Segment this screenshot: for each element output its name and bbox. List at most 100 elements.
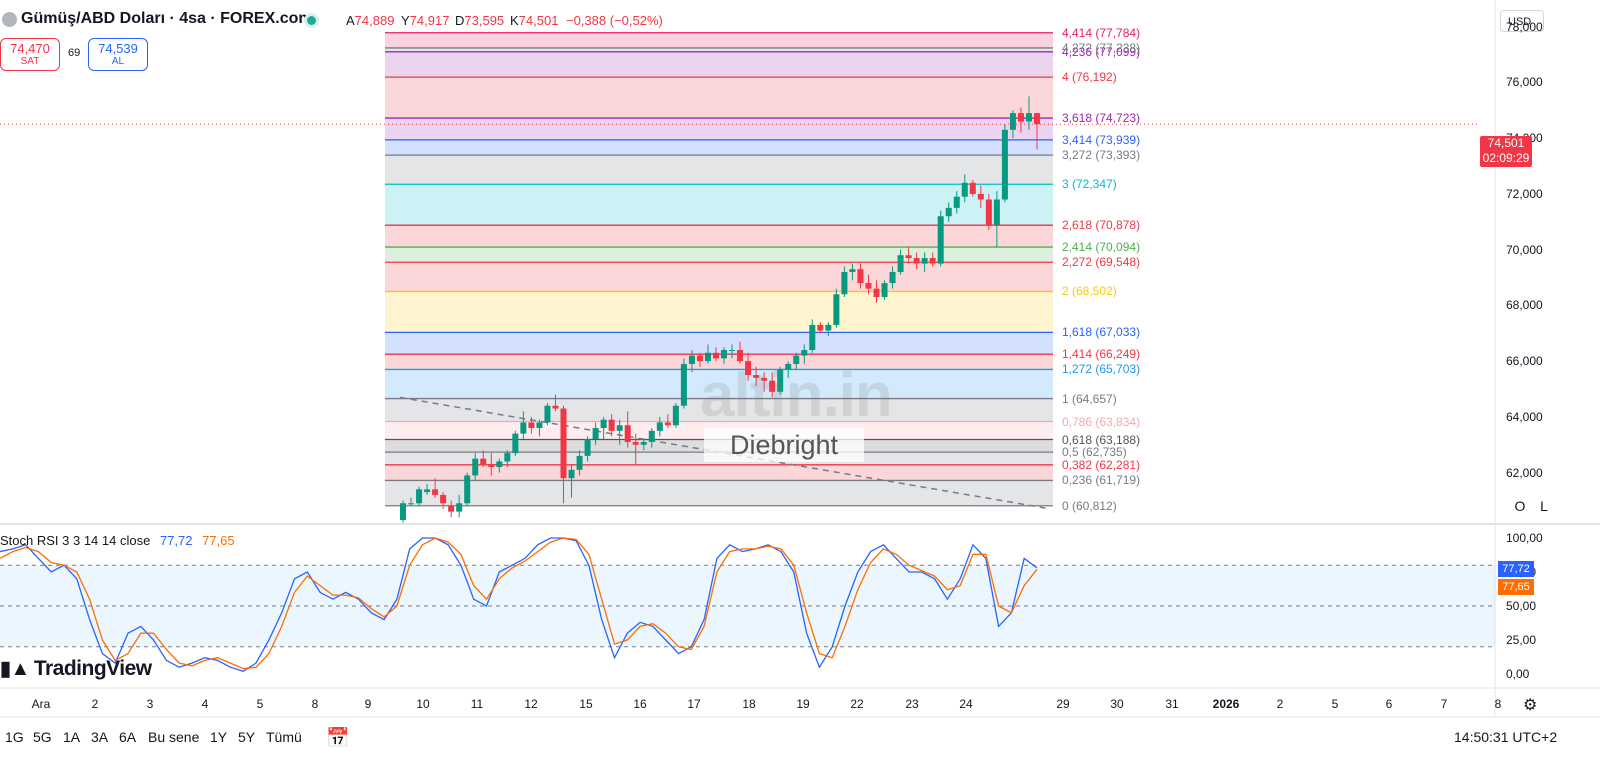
stoch-rsi-k-line <box>0 537 1038 673</box>
timeframe-button[interactable]: Tümü <box>266 729 302 745</box>
fib-level-label: 0 (60,812) <box>1062 498 1117 513</box>
timeframe-button[interactable]: 6A <box>119 729 137 745</box>
candle-body <box>592 428 599 440</box>
candle-body <box>969 182 976 194</box>
candle-body <box>632 441 639 445</box>
candle-body <box>1017 113 1024 122</box>
candle-body <box>496 461 503 468</box>
candle-body <box>712 352 719 359</box>
price-axis-tick: 68,000 <box>1506 298 1543 313</box>
candle-body <box>416 489 423 504</box>
fib-level-label: 1 (64,657) <box>1062 391 1117 406</box>
fib-zone <box>385 118 1053 140</box>
candle-body <box>889 271 896 284</box>
time-axis-tick: 29 <box>1056 697 1070 711</box>
candle-body <box>945 207 952 217</box>
candle-body <box>721 350 728 359</box>
candle-body <box>809 324 816 350</box>
fib-level-label: 1,618 (67,033) <box>1062 325 1141 340</box>
price-axis-tick: 76,000 <box>1506 75 1543 90</box>
symbol-title[interactable]: Gümüş/ABD Doları · 4sa · FOREX.com <box>21 10 313 27</box>
candle-body <box>400 503 406 520</box>
candle-body <box>536 422 543 429</box>
sell-button[interactable]: 74,470 SAT <box>0 38 60 71</box>
candle-body <box>664 422 671 426</box>
settings-gear-icon[interactable]: ⚙ <box>1523 697 1538 714</box>
fib-level-label: 3 (72,347) <box>1062 177 1117 192</box>
fib-level-label: 0,5 (62,735) <box>1062 445 1127 460</box>
current-price-badge: 74,501 02:09:29 <box>1480 136 1532 167</box>
candle-body <box>616 425 623 431</box>
timeframe-button[interactable]: 1A <box>63 729 81 745</box>
candle-body <box>881 283 888 298</box>
time-axis-tick: 17 <box>687 697 701 711</box>
fib-level-label: 4,236 (77,099) <box>1062 44 1141 59</box>
fib-zone <box>385 398 1053 422</box>
candle-body <box>600 419 607 429</box>
timeframe-button[interactable]: 5Y <box>238 729 256 745</box>
buy-button[interactable]: 74,539 AL <box>88 38 148 71</box>
candle-body <box>448 506 455 512</box>
candle-body <box>568 469 575 479</box>
spread-value: 69 <box>68 47 81 59</box>
market-status-icon <box>307 16 316 25</box>
symbol-icon <box>2 12 17 27</box>
time-axis-tick: 4 <box>201 697 209 711</box>
fib-level-label: 1,414 (66,249) <box>1062 347 1141 362</box>
clock-time[interactable]: 14:50:31 UTC+2 <box>1454 729 1558 745</box>
timeframe-button[interactable]: 1G <box>5 729 24 745</box>
candle-body <box>849 269 856 272</box>
candle-body <box>961 182 968 197</box>
fib-zone <box>385 291 1053 333</box>
candle-body <box>608 419 615 431</box>
candle-body <box>696 355 703 362</box>
stoch-rsi-tick: 100,00 <box>1506 531 1543 545</box>
time-axis-tick: 9 <box>364 697 372 711</box>
tradingview-logo-icon: ▮▲ <box>0 658 30 680</box>
stoch-rsi-d-value: 77,65 <box>202 533 235 548</box>
stoch-rsi-k-value: 77,72 <box>159 533 193 548</box>
fib-level-label: 2,618 (70,878) <box>1062 218 1141 233</box>
ohlc-low: D73,595 <box>455 13 505 28</box>
timeframe-button[interactable]: 1Y <box>210 729 228 745</box>
fib-level-label: 3,272 (73,393) <box>1062 148 1141 163</box>
candle-body <box>729 350 736 351</box>
candle-body <box>953 196 960 208</box>
candle-body <box>801 350 808 356</box>
candle-body <box>761 377 768 381</box>
time-axis-tick: 18 <box>742 697 756 711</box>
lock-scale-button[interactable]: L <box>1540 498 1548 514</box>
time-axis-tick: 15 <box>579 697 593 711</box>
candle-body <box>857 269 864 284</box>
candle-body <box>785 363 792 370</box>
candle-body <box>576 455 583 470</box>
candle-body <box>825 324 832 331</box>
fib-zone <box>385 155 1053 185</box>
stoch-rsi-legend[interactable]: Stoch RSI 3 3 14 14 close 77,72 77,65 <box>0 533 235 548</box>
timeframe-button[interactable]: Bu sene <box>148 729 200 745</box>
fib-level-label: 2 (68,502) <box>1062 284 1117 299</box>
currency-select[interactable]: USD <box>1500 10 1544 32</box>
candle-body <box>737 350 744 362</box>
fib-zone <box>385 464 1053 481</box>
tradingview-logo[interactable]: ▮▲ TradingView <box>0 656 152 681</box>
timeframe-button[interactable]: 5G <box>33 729 52 745</box>
timeframe-button[interactable]: 3A <box>91 729 109 745</box>
time-axis-tick: 22 <box>850 697 864 711</box>
time-axis-tick: 8 <box>1494 697 1502 711</box>
fib-zone <box>385 225 1053 248</box>
buy-label: AL <box>111 56 125 67</box>
log-scale-button[interactable]: O <box>1514 498 1526 514</box>
candle-body <box>897 255 904 272</box>
price-axis-tick: 66,000 <box>1506 354 1543 369</box>
stoch-rsi-title: Stoch RSI 3 3 14 14 close <box>0 533 151 548</box>
candle-body <box>432 489 439 495</box>
time-axis-tick: 23 <box>905 697 919 711</box>
date-range-icon[interactable]: 📅 <box>326 728 350 749</box>
candle-body <box>472 458 479 476</box>
candle-body <box>480 458 487 465</box>
candle-body <box>865 283 872 289</box>
candle-body <box>905 255 912 259</box>
candle-body <box>833 294 840 325</box>
